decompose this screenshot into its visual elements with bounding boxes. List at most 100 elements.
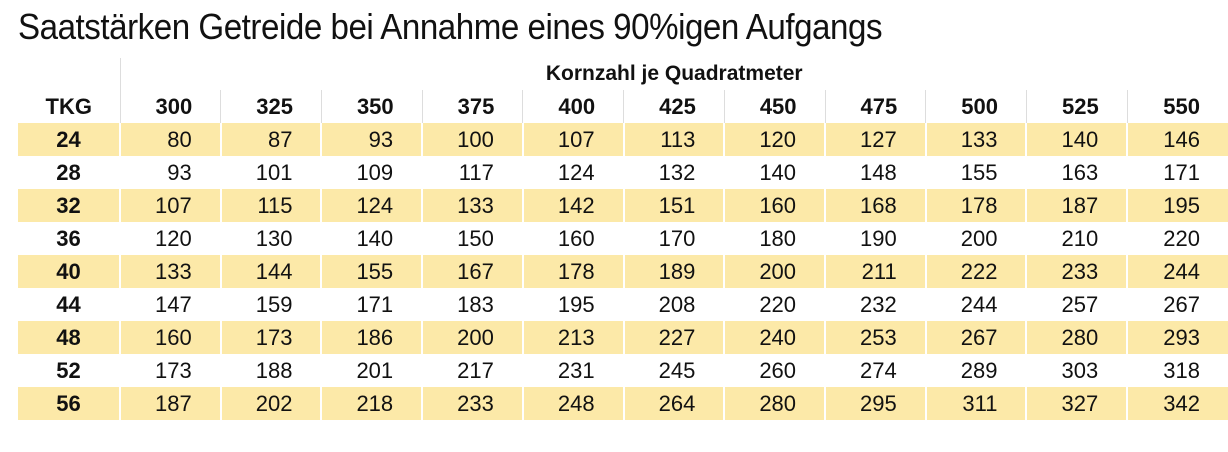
cell: 155 — [924, 156, 1027, 189]
cell: 183 — [421, 288, 523, 321]
cell: 148 — [824, 156, 926, 189]
cell: 173 — [119, 354, 221, 387]
cell: 201 — [320, 354, 423, 387]
cell: 248 — [521, 387, 624, 420]
cell: 178 — [924, 189, 1027, 222]
cell: 200 — [924, 222, 1027, 255]
cell: 222 — [924, 255, 1027, 288]
column-header: 375 — [421, 90, 523, 123]
table-body: 24 80 87 93 100 107 113 120 127 133 140 146 28 93 101 1… — [18, 123, 1228, 420]
cell: 293 — [1126, 321, 1228, 354]
cell: 210 — [1025, 222, 1128, 255]
cell: 187 — [119, 387, 221, 420]
cell: 160 — [723, 189, 826, 222]
cell: 160 — [521, 222, 624, 255]
table-head: Kornzahl je Quadratmeter TKG 300 325 350 37… — [18, 58, 1228, 123]
column-header: 300 — [119, 90, 221, 123]
cell: 200 — [723, 255, 826, 288]
group-header-row: Kornzahl je Quadratmeter — [18, 58, 1228, 90]
cell: 211 — [824, 255, 926, 288]
cell: 140 — [320, 222, 423, 255]
table-row: 48 160 173 186 200 213 227 240 253 267 280 293 — [18, 321, 1228, 354]
cell: 208 — [622, 288, 725, 321]
cell: 253 — [824, 321, 926, 354]
cell: 190 — [824, 222, 926, 255]
cell: 130 — [219, 222, 322, 255]
cell: 113 — [622, 123, 725, 156]
group-header: Kornzahl je Quadratmeter — [119, 58, 1228, 90]
cell: 171 — [1126, 156, 1228, 189]
cell: 213 — [521, 321, 624, 354]
empty-cell — [18, 58, 120, 90]
cell: 155 — [320, 255, 423, 288]
column-header: 350 — [320, 90, 423, 123]
cell: 218 — [320, 387, 423, 420]
cell: 101 — [219, 156, 322, 189]
column-header: 425 — [623, 90, 725, 123]
cell: 240 — [723, 321, 826, 354]
cell: 107 — [521, 123, 624, 156]
cell: 120 — [723, 123, 826, 156]
row-header: 28 — [56, 159, 81, 185]
row-header: 44 — [56, 291, 81, 317]
cell: 146 — [1126, 123, 1228, 156]
cell: 280 — [1025, 321, 1128, 354]
cell: 303 — [1025, 354, 1128, 387]
cell: 142 — [521, 189, 624, 222]
cell: 160 — [119, 321, 221, 354]
cell: 260 — [723, 354, 826, 387]
cell: 318 — [1126, 354, 1228, 387]
cell: 163 — [1025, 156, 1128, 189]
row-header: 52 — [56, 357, 81, 383]
column-header: 450 — [723, 90, 826, 123]
cell: 140 — [1025, 123, 1128, 156]
cell: 168 — [824, 189, 926, 222]
cell: 100 — [421, 123, 523, 156]
cell: 232 — [824, 288, 926, 321]
cell: 144 — [219, 255, 322, 288]
column-header: 525 — [1025, 90, 1128, 123]
row-header: 32 — [18, 189, 120, 222]
cell: 109 — [320, 156, 423, 189]
cell: 274 — [824, 354, 926, 387]
cell: 231 — [521, 354, 624, 387]
cell: 220 — [723, 288, 826, 321]
cell: 244 — [924, 288, 1027, 321]
cell: 289 — [924, 354, 1027, 387]
cell: 342 — [1126, 387, 1228, 420]
cell: 233 — [421, 387, 523, 420]
cell: 133 — [924, 123, 1027, 156]
cell: 170 — [622, 222, 725, 255]
cell: 200 — [421, 321, 523, 354]
cell: 171 — [320, 288, 423, 321]
cell: 133 — [421, 189, 523, 222]
cell: 87 — [219, 123, 322, 156]
cell: 188 — [219, 354, 322, 387]
cell: 267 — [924, 321, 1027, 354]
cell: 295 — [824, 387, 926, 420]
cell: 220 — [1126, 222, 1228, 255]
table-row: 24 80 87 93 100 107 113 120 127 133 140 146 — [18, 123, 1228, 156]
cell: 150 — [421, 222, 523, 255]
cell: 202 — [219, 387, 322, 420]
cell: 173 — [219, 321, 322, 354]
table-row: 40 133 144 155 167 178 189 200 211 222 233 244 — [18, 255, 1228, 288]
cell: 132 — [622, 156, 725, 189]
table-row: 56 187 202 218 233 248 264 280 295 311 327 342 — [18, 387, 1228, 420]
cell: 167 — [421, 255, 523, 288]
cell: 186 — [320, 321, 423, 354]
corner-header: TKG — [45, 93, 92, 119]
column-header: 500 — [925, 90, 1027, 123]
title: Saatstärken Getreide bei Annahme eines 9… — [18, 6, 883, 47]
cell: 147 — [119, 288, 221, 321]
cell: 151 — [622, 189, 725, 222]
cell: 178 — [521, 255, 624, 288]
cell: 115 — [219, 189, 322, 222]
cell: 117 — [421, 156, 523, 189]
cell: 140 — [723, 156, 826, 189]
cell: 180 — [723, 222, 826, 255]
column-header: 550 — [1126, 90, 1228, 123]
cell: 93 — [119, 156, 221, 189]
cell: 187 — [1025, 189, 1128, 222]
